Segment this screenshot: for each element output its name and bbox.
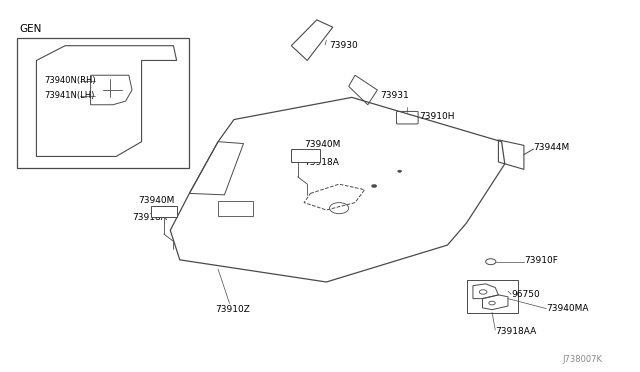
Text: 73940MA: 73940MA — [546, 304, 589, 313]
Bar — [218, 201, 253, 215]
Text: 73941N(LH): 73941N(LH) — [45, 91, 95, 100]
Text: GEN: GEN — [19, 24, 42, 34]
Bar — [291, 149, 320, 162]
Text: 73918AA: 73918AA — [495, 327, 536, 336]
Text: 73918A: 73918A — [304, 158, 339, 167]
Bar — [467, 280, 518, 313]
Text: 73940M: 73940M — [138, 196, 175, 205]
Bar — [151, 206, 177, 217]
Text: 73940N(RH): 73940N(RH) — [45, 76, 97, 85]
Circle shape — [372, 185, 377, 187]
Text: 73930: 73930 — [330, 41, 358, 50]
FancyBboxPatch shape — [396, 112, 418, 124]
Text: J738007K: J738007K — [562, 355, 602, 364]
Text: 73940M: 73940M — [304, 140, 340, 149]
Text: 73910F: 73910F — [524, 256, 558, 265]
Circle shape — [397, 170, 401, 172]
Text: 73944M: 73944M — [534, 144, 570, 153]
Text: 73918A: 73918A — [132, 213, 167, 222]
Text: 73910H: 73910H — [419, 112, 454, 121]
Bar — [17, 38, 189, 167]
Text: 96750: 96750 — [511, 290, 540, 299]
Text: 73910Z: 73910Z — [215, 305, 250, 314]
Text: 73931: 73931 — [381, 91, 410, 100]
